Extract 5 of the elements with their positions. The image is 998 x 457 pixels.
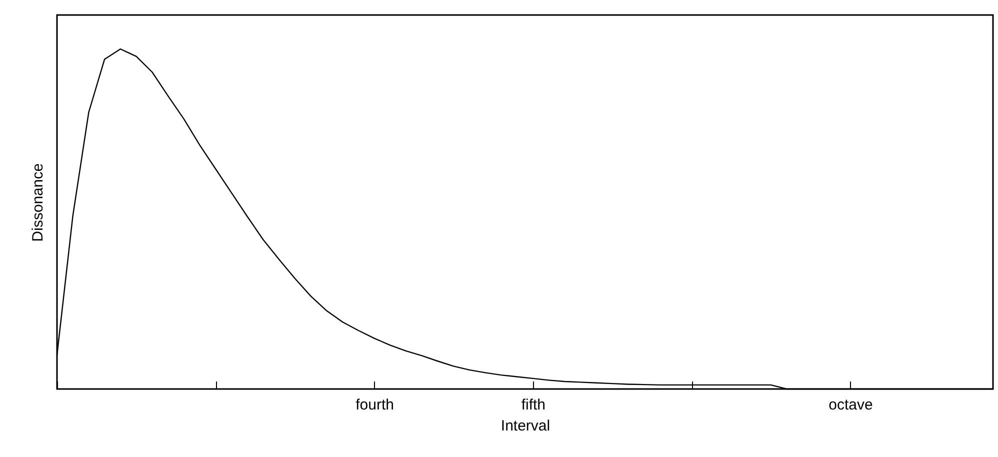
x-tick-label: fourth — [356, 396, 394, 414]
x-tick-label: octave — [828, 396, 873, 414]
y-axis-title: Dissonance — [30, 163, 46, 242]
x-axis-title: Interval — [500, 418, 550, 434]
x-tick-label: fifth — [521, 396, 546, 414]
